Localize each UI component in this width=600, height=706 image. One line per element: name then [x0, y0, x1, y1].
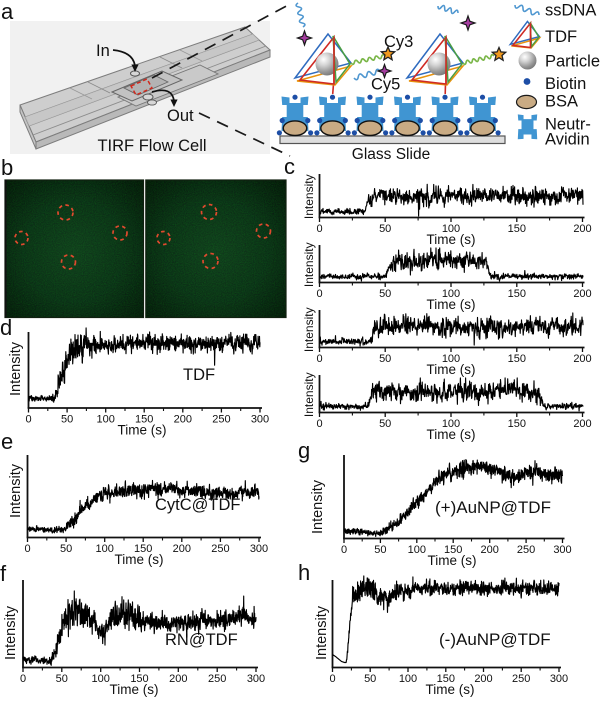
svg-text:Time (s): Time (s) — [427, 232, 476, 247]
svg-text:0: 0 — [24, 543, 30, 555]
svg-text:Time (s): Time (s) — [110, 682, 159, 697]
svg-text:Time (s): Time (s) — [115, 552, 164, 567]
svg-text:Out: Out — [167, 107, 194, 125]
svg-text:BSA: BSA — [545, 93, 578, 111]
svg-text:100: 100 — [92, 673, 110, 685]
svg-text:0: 0 — [316, 418, 322, 430]
svg-text:150: 150 — [508, 288, 526, 300]
svg-text:300: 300 — [250, 543, 268, 555]
svg-text:200: 200 — [573, 353, 591, 365]
svg-text:150: 150 — [508, 418, 526, 430]
svg-text:0: 0 — [316, 288, 322, 300]
svg-text:200: 200 — [474, 673, 492, 685]
svg-text:200: 200 — [573, 418, 591, 430]
svg-text:Particle: Particle — [545, 53, 600, 71]
svg-text:0: 0 — [20, 673, 26, 685]
svg-text:100: 100 — [96, 543, 114, 555]
svg-text:200: 200 — [573, 288, 591, 300]
svg-text:150: 150 — [508, 223, 526, 235]
svg-text:50: 50 — [61, 414, 73, 426]
svg-text:200: 200 — [174, 414, 192, 426]
svg-text:200: 200 — [173, 543, 191, 555]
svg-text:300: 300 — [251, 414, 269, 426]
svg-text:50: 50 — [56, 673, 68, 685]
svg-text:Intensity: Intensity — [310, 479, 326, 534]
svg-text:Intensity: Intensity — [314, 605, 330, 660]
svg-text:Time (s): Time (s) — [427, 362, 476, 377]
svg-text:50: 50 — [379, 223, 391, 235]
svg-text:e: e — [1, 429, 13, 454]
svg-text:50: 50 — [379, 418, 391, 430]
svg-text:0: 0 — [341, 544, 347, 556]
svg-text:Time (s): Time (s) — [427, 427, 476, 442]
svg-text:100: 100 — [399, 673, 417, 685]
svg-text:Avidin: Avidin — [545, 131, 590, 149]
svg-text:0: 0 — [329, 673, 335, 685]
svg-text:Intensity: Intensity — [302, 242, 316, 287]
svg-text:250: 250 — [512, 673, 530, 685]
svg-text:250: 250 — [208, 673, 226, 685]
svg-text:RN@TDF: RN@TDF — [165, 631, 238, 649]
svg-text:50: 50 — [379, 288, 391, 300]
svg-text:50: 50 — [60, 543, 72, 555]
svg-text:0: 0 — [25, 414, 31, 426]
svg-text:0: 0 — [316, 223, 322, 235]
svg-text:100: 100 — [408, 544, 426, 556]
svg-text:In: In — [96, 42, 110, 60]
svg-text:Cy5: Cy5 — [371, 76, 400, 94]
svg-text:50: 50 — [364, 673, 376, 685]
svg-text:300: 300 — [550, 673, 568, 685]
svg-text:b: b — [1, 155, 13, 180]
svg-text:0: 0 — [316, 353, 322, 365]
svg-text:ssDNA: ssDNA — [545, 2, 596, 20]
svg-text:Time (s): Time (s) — [427, 297, 476, 312]
svg-text:Intensity: Intensity — [8, 341, 24, 396]
svg-text:h: h — [298, 560, 310, 585]
svg-text:200: 200 — [169, 673, 187, 685]
svg-text:Intensity: Intensity — [302, 307, 316, 352]
svg-text:300: 300 — [247, 673, 265, 685]
svg-text:250: 250 — [211, 543, 229, 555]
svg-text:(-)AuNP@TDF: (-)AuNP@TDF — [439, 630, 551, 649]
svg-text:Time (s): Time (s) — [118, 423, 167, 438]
svg-text:250: 250 — [517, 544, 535, 556]
svg-text:Intensity: Intensity — [302, 174, 316, 219]
svg-text:Cy3: Cy3 — [384, 33, 413, 51]
svg-text:a: a — [1, 0, 14, 24]
svg-text:200: 200 — [481, 544, 499, 556]
svg-text:150: 150 — [508, 353, 526, 365]
svg-text:50: 50 — [374, 544, 386, 556]
svg-text:Glass Slide: Glass Slide — [352, 146, 430, 163]
svg-text:Time (s): Time (s) — [426, 682, 475, 697]
svg-text:300: 300 — [553, 544, 571, 556]
svg-text:c: c — [284, 154, 295, 179]
svg-text:TDF: TDF — [183, 366, 215, 384]
svg-text:TIRF Flow Cell: TIRF Flow Cell — [97, 137, 206, 155]
svg-text:50: 50 — [379, 353, 391, 365]
svg-text:d: d — [0, 315, 12, 340]
svg-text:TDF: TDF — [545, 28, 577, 46]
svg-text:Intensity: Intensity — [3, 605, 19, 660]
svg-text:Time (s): Time (s) — [428, 553, 477, 568]
svg-text:g: g — [298, 438, 310, 463]
svg-text:(+)AuNP@TDF: (+)AuNP@TDF — [435, 498, 551, 517]
svg-text:f: f — [0, 561, 7, 586]
svg-text:Intensity: Intensity — [8, 463, 24, 518]
svg-text:Biotin: Biotin — [545, 75, 586, 93]
svg-text:250: 250 — [212, 414, 230, 426]
svg-text:100: 100 — [97, 414, 115, 426]
svg-text:Intensity: Intensity — [302, 372, 316, 417]
svg-text:200: 200 — [573, 223, 591, 235]
